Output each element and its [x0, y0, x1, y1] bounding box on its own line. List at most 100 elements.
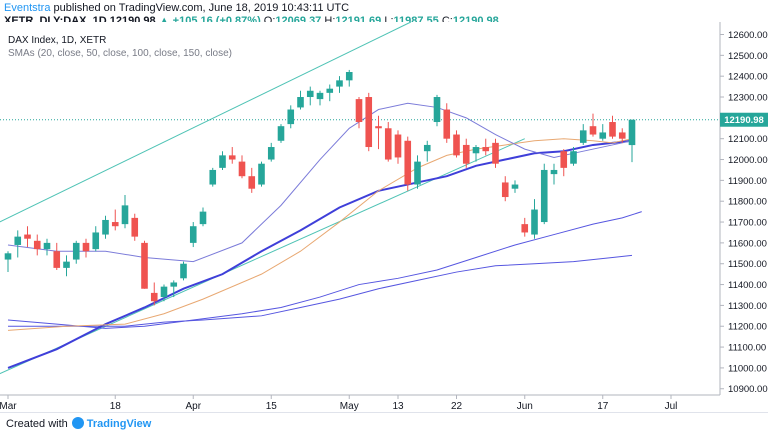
x-tick-label: Mar [0, 401, 17, 412]
candle-body [394, 134, 402, 158]
candle-body [248, 176, 256, 189]
footer-brand[interactable]: TradingView [86, 418, 152, 430]
y-tick-label: 12000.00 [728, 155, 768, 166]
candle-body [297, 97, 304, 108]
candle-body [72, 242, 80, 260]
x-tick-label: Jun [517, 401, 533, 412]
candle-body [404, 140, 412, 185]
candle-body [33, 240, 41, 250]
y-tick-label: 12300.00 [728, 93, 768, 104]
plot-area [0, 22, 720, 395]
y-tick-label: 11800.00 [728, 197, 767, 208]
x-tick-label: 22 [451, 401, 463, 412]
legend-indicators: SMAs (20, close, 50, close, 100, close, … [8, 48, 232, 59]
candle-body [306, 90, 314, 98]
y-tick-label: 10900.00 [728, 384, 768, 395]
open-label: O: [263, 15, 276, 27]
price-chart[interactable]: 10900.00 11000.00 11100.00 11200.00 11300.00… [0, 20, 768, 412]
x-tick-label: May [340, 401, 359, 412]
chart-legend: DAX Index, 1D, XETR SMAs (20, close, 50,… [8, 34, 232, 60]
tradingview-logo-icon [71, 417, 84, 429]
upper-channel-line [0, 21, 412, 223]
candle-body [375, 126, 382, 129]
candle-body [92, 232, 100, 250]
published-text: published on TradingView.com, June 18, 2… [53, 2, 350, 14]
y-tick-label: 11600.00 [728, 238, 767, 249]
footer-created: Created with TradingView [6, 417, 151, 430]
candle-body [589, 126, 597, 135]
candle-body [14, 236, 22, 245]
created-with-text: Created with [6, 418, 68, 430]
candle-body [228, 155, 236, 160]
x-tick-label: 18 [110, 401, 122, 412]
y-tick-label: 11500.00 [728, 259, 767, 270]
candle-body [199, 211, 207, 225]
x-tick-label: 15 [266, 401, 278, 412]
y-tick-label: 12500.00 [728, 51, 768, 62]
y-tick-label: 11000.00 [728, 363, 767, 374]
candle-body [462, 144, 470, 164]
candle-body [63, 261, 70, 268]
x-tick-label: Jul [665, 401, 678, 412]
y-tick-label: 11300.00 [728, 301, 767, 312]
legend-title: DAX Index, 1D, XETR [8, 35, 107, 46]
y-tick-label: 12400.00 [728, 72, 768, 83]
sma50-line [7, 138, 633, 331]
candle-body [326, 88, 334, 93]
low-label: L: [384, 15, 394, 27]
sma150-line [7, 211, 642, 329]
candle-body [43, 242, 51, 250]
candle-body [540, 169, 548, 223]
candle-body [131, 217, 139, 237]
y-tick-label: 11900.00 [728, 176, 767, 187]
sma-line-low [8, 254, 633, 327]
candle-body [560, 151, 568, 168]
candle-body [336, 80, 343, 87]
candle-body [345, 72, 353, 81]
candle-body [531, 209, 538, 235]
x-tick-label: 17 [597, 401, 609, 412]
candle-body [150, 292, 158, 302]
y-tick-label: 12600.00 [728, 30, 768, 41]
candle-body [258, 163, 265, 185]
x-tick-label: 13 [392, 401, 404, 412]
publication-line: Eventstra published on TradingView.com, … [4, 2, 349, 14]
candle-body [453, 134, 460, 156]
candle-body [472, 147, 480, 154]
candle-body [482, 147, 490, 152]
candle-body [267, 147, 275, 160]
candle-body [599, 132, 607, 139]
candle-body [550, 169, 558, 175]
candle-body [618, 132, 626, 139]
y-tick-label: 11700.00 [728, 218, 767, 229]
y-tick-label: 11400.00 [728, 280, 767, 291]
candle-body [423, 144, 431, 152]
candle-body [219, 155, 226, 168]
candle-body [570, 151, 577, 164]
last-price-tag [720, 112, 768, 127]
candle-body [53, 251, 61, 268]
candle-body [628, 119, 636, 146]
candle-body [414, 161, 421, 185]
candle-body [492, 142, 499, 164]
high-label: H: [324, 15, 336, 27]
candle-body [433, 97, 441, 123]
candle-body [287, 109, 295, 125]
x-tick-label: Apr [185, 401, 201, 412]
candle-body [82, 242, 90, 252]
candle-body [24, 234, 31, 239]
candle-body [141, 242, 148, 289]
candle-body [579, 130, 587, 143]
candle-body [277, 126, 285, 141]
footer: Created with TradingView [0, 412, 768, 435]
candle-body [511, 184, 519, 189]
y-tick-label: 12100.00 [728, 134, 768, 145]
candle-body [609, 122, 616, 137]
publisher-name[interactable]: Eventstra [4, 2, 51, 14]
candle-body [180, 263, 187, 279]
y-tick-label: 11200.00 [728, 322, 767, 333]
last-price-tag-label: 12190.98 [724, 115, 764, 126]
candle-body [189, 226, 197, 243]
close-label: C: [441, 15, 453, 27]
candle-body [160, 286, 168, 298]
